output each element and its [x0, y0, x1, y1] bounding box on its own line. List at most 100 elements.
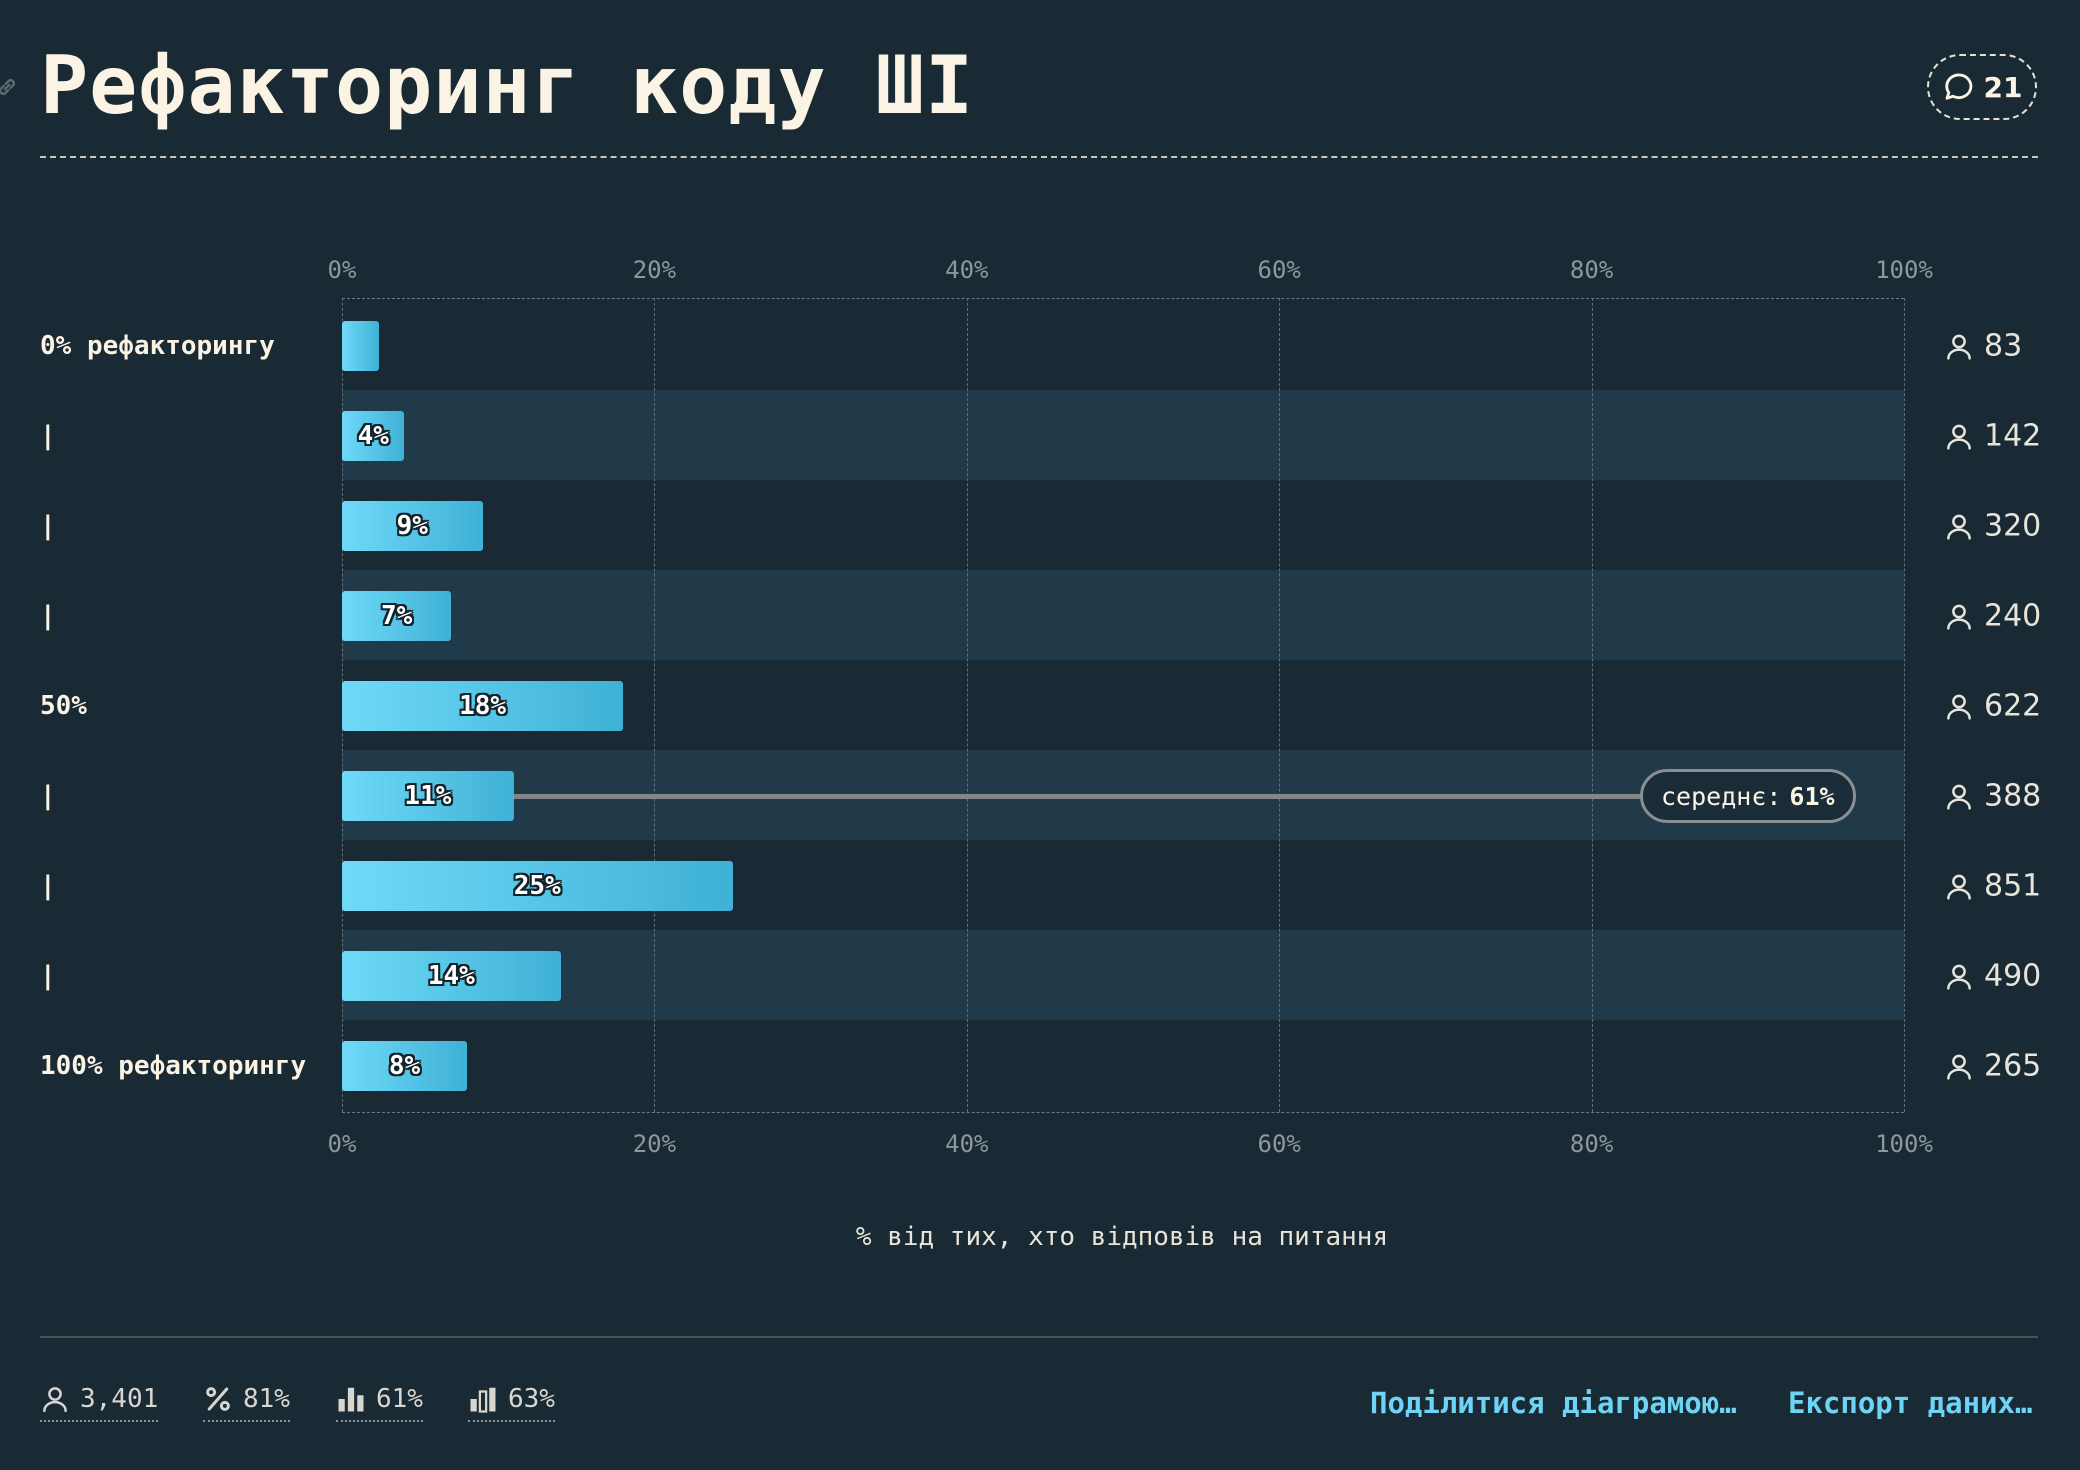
respondent-count-value: 240 — [1984, 598, 2042, 634]
bar-value-label: 7% — [381, 601, 413, 631]
person-icon — [1947, 1054, 1971, 1080]
person-icon — [1947, 334, 1971, 360]
footer-divider — [40, 1336, 2038, 1338]
respondent-count-value: 265 — [1984, 1048, 2042, 1084]
person-icon — [1947, 964, 1971, 990]
mean-label: середнє: 61% — [1640, 769, 1856, 823]
bar-value-label: 18% — [459, 691, 507, 721]
x-tick-label-bottom: 60% — [1257, 1130, 1301, 1158]
person-icon — [1947, 424, 1971, 450]
respondent-count: 490 — [1944, 959, 2041, 994]
bar — [342, 681, 624, 731]
x-tick-label-bottom: 20% — [632, 1130, 677, 1158]
x-tick-label-bottom: 0% — [327, 1130, 357, 1158]
respondent-count: 388 — [1944, 779, 2041, 814]
person-icon — [1947, 784, 1971, 810]
bar — [342, 321, 380, 371]
bar-value-label: 14% — [427, 961, 475, 991]
bar — [342, 771, 514, 821]
bar — [342, 501, 483, 551]
gridline — [1591, 298, 1593, 1112]
stat-respondents[interactable]: 3,401 — [40, 1384, 159, 1422]
row-label: 0% рефакторингу — [40, 331, 275, 361]
respondent-count: 851 — [1944, 869, 2041, 904]
stat-mean[interactable]: 61% — [336, 1384, 423, 1422]
person-icon — [1947, 514, 1971, 540]
bar — [342, 591, 452, 641]
respondent-count: 83 — [1944, 329, 2022, 364]
bar — [342, 861, 733, 911]
x-tick-label-top: 60% — [1257, 256, 1301, 284]
row-label: | — [40, 781, 56, 811]
bar-chart-alt-icon — [470, 1387, 496, 1413]
comment-count: 21 — [1983, 70, 2023, 104]
stat-value: 63% — [508, 1384, 555, 1414]
x-tick-label-bottom: 100% — [1875, 1130, 1933, 1158]
row-band — [342, 570, 1904, 660]
row-label: | — [40, 871, 56, 901]
respondent-count-value: 320 — [1984, 508, 2042, 544]
gridline — [654, 298, 656, 1112]
respondent-count-value: 622 — [1984, 688, 2042, 724]
percent-icon — [206, 1387, 230, 1411]
export-data-link[interactable]: Експорт даних… — [1788, 1386, 2033, 1420]
axis-line-bottom — [342, 1112, 1904, 1113]
respondent-count-value: 490 — [1984, 958, 2042, 994]
row-band — [342, 390, 1904, 480]
x-tick-label-top: 40% — [945, 256, 989, 284]
person-icon — [43, 1387, 67, 1413]
row-label: | — [40, 421, 56, 451]
x-tick-label-top: 80% — [1569, 256, 1614, 284]
x-tick-label-top: 0% — [327, 256, 357, 284]
gridline — [1904, 298, 1905, 1112]
person-icon — [1947, 874, 1971, 900]
respondent-count: 142 — [1944, 419, 2041, 454]
x-tick-label-top: 20% — [632, 256, 677, 284]
page-title: Рефакторинг коду ШІ — [40, 39, 975, 132]
person-icon — [1947, 694, 1971, 720]
respondent-count-value: 83 — [1984, 328, 2023, 364]
axis-line-top — [342, 298, 1904, 299]
bar-value-label: 4% — [357, 421, 389, 451]
respondent-count-value: 851 — [1984, 868, 2042, 904]
bar — [342, 951, 561, 1001]
gridline — [966, 298, 968, 1112]
respondent-count: 320 — [1944, 509, 2041, 544]
mean-value: 61% — [1789, 781, 1835, 811]
stat-median[interactable]: 63% — [468, 1384, 555, 1422]
row-label: | — [40, 601, 56, 631]
person-icon — [1947, 604, 1971, 630]
x-tick-label-bottom: 80% — [1569, 1130, 1614, 1158]
bar-value-label: 8% — [388, 1051, 421, 1081]
bar-value-label: 25% — [513, 871, 561, 901]
respondent-count-value: 388 — [1984, 778, 2042, 814]
stat-response-rate[interactable]: 81% — [203, 1384, 290, 1422]
bar — [342, 1041, 467, 1091]
respondent-count: 622 — [1944, 689, 2041, 724]
row-label: 100% рефакторингу — [40, 1051, 307, 1081]
comment-icon — [1944, 73, 1972, 100]
link-icon[interactable] — [0, 74, 20, 100]
row-band — [342, 930, 1904, 1020]
bar — [342, 411, 405, 461]
respondent-count-value: 142 — [1984, 418, 2042, 454]
mean-label-text: середнє: — [1661, 781, 1782, 811]
x-axis-title: % від тих, хто відповів на питання — [855, 1222, 1389, 1252]
bar-value-label: 11% — [404, 781, 452, 811]
stat-value: 61% — [376, 1384, 423, 1414]
gridline — [1279, 298, 1281, 1112]
header-divider — [40, 156, 2038, 158]
row-label: | — [40, 511, 56, 541]
stat-value: 3,401 — [80, 1384, 159, 1414]
row-label: 50% — [40, 691, 87, 721]
respondent-count: 240 — [1944, 599, 2041, 634]
row-label: | — [40, 961, 56, 991]
share-chart-link[interactable]: Поділитися діаграмою… — [1370, 1386, 1737, 1420]
x-tick-label-bottom: 40% — [945, 1130, 989, 1158]
x-tick-label-top: 100% — [1875, 256, 1933, 284]
comments-button[interactable]: 21 — [1927, 54, 2037, 120]
bar-chart-icon — [338, 1387, 364, 1412]
respondent-count: 265 — [1944, 1049, 2041, 1084]
mean-line — [513, 793, 1640, 799]
bar-value-label: 9% — [396, 511, 428, 541]
